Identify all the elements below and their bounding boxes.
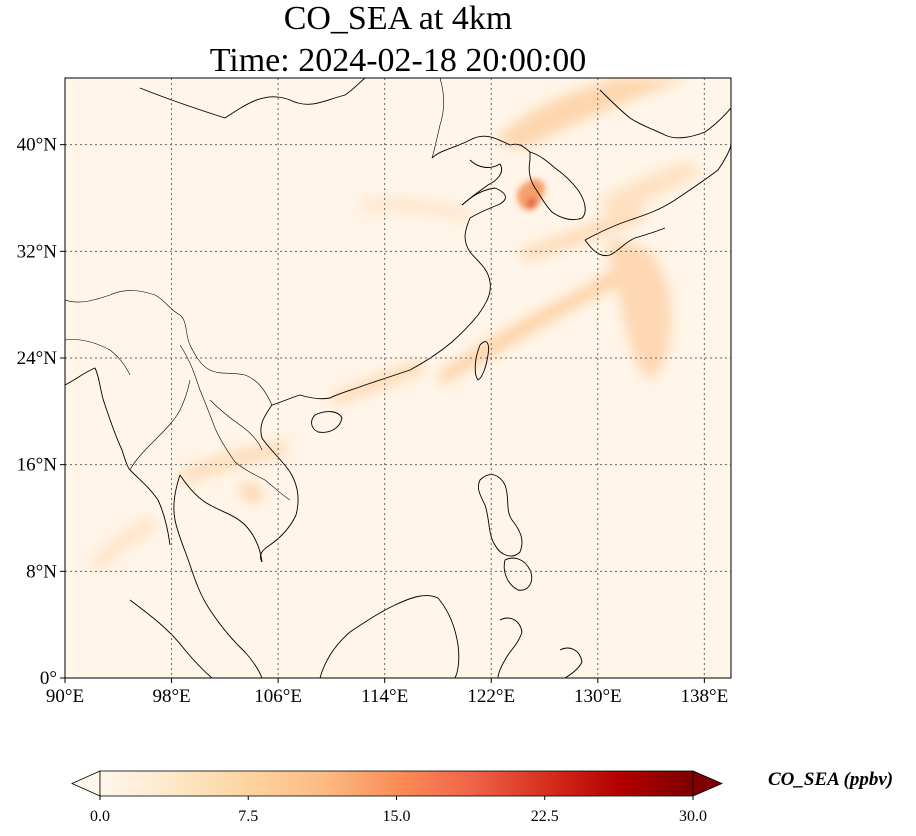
lat-tick-label: 16°N (17, 455, 58, 476)
lon-tick-label: 122°E (467, 686, 515, 707)
lat-tick-label: 40°N (17, 135, 58, 156)
co-concentration-field (90, 78, 700, 572)
lat-tick-label: 32°N (17, 241, 58, 262)
colorbar-tick-label: 0.0 (90, 808, 110, 825)
lat-tick-label: 0° (40, 668, 57, 689)
colorbar: 0.0 7.5 15.0 22.5 30.0 (71, 770, 724, 825)
map-subtitle: Time: 2024-02-18 20:00:00 (209, 42, 587, 79)
colorbar-label: CO_SEA (ppbv) (768, 769, 894, 790)
lat-tick-label: 24°N (17, 348, 58, 369)
lon-tick-label: 130°E (574, 686, 622, 707)
coastlines (65, 78, 731, 678)
lon-ticks: 90°E 98°E 106°E 114°E 122°E 130°E 138°E (46, 678, 728, 707)
colorbar-tick-label: 15.0 (383, 808, 411, 825)
lon-tick-label: 138°E (681, 686, 729, 707)
lon-tick-label: 98°E (152, 686, 190, 707)
gridlines (65, 78, 731, 678)
map-frame (64, 77, 732, 679)
colorbar-extend-min (71, 770, 101, 797)
lat-ticks: 0° 8°N 16°N 24°N 32°N 40°N (17, 135, 65, 689)
colorbar-bar (99, 770, 694, 797)
lon-tick-label: 114°E (361, 686, 408, 707)
colorbar-ticks: 0.0 7.5 15.0 22.5 30.0 (90, 796, 707, 825)
colorbar-tick-label: 30.0 (679, 808, 707, 825)
lon-tick-label: 106°E (254, 686, 302, 707)
colorbar-extend-max (692, 770, 724, 797)
country-borders (65, 78, 445, 501)
lon-tick-label: 90°E (46, 686, 84, 707)
colorbar-tick-label: 22.5 (531, 808, 559, 825)
map-title: CO_SEA at 4km (283, 0, 513, 37)
colorbar-tick-label: 7.5 (238, 808, 258, 825)
lat-tick-label: 8°N (26, 561, 57, 582)
